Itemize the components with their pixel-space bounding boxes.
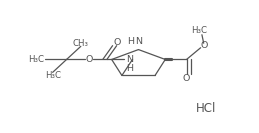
Text: H₃C: H₃C — [28, 55, 44, 64]
Text: O: O — [113, 38, 120, 47]
Text: H: H — [126, 64, 133, 73]
Text: O: O — [200, 41, 207, 50]
Text: N: N — [135, 37, 142, 46]
Text: O: O — [85, 55, 93, 64]
Text: H: H — [127, 37, 134, 46]
Text: HCl: HCl — [196, 102, 217, 115]
Text: CH₃: CH₃ — [73, 39, 89, 48]
Text: N: N — [126, 55, 133, 64]
Text: H₃C: H₃C — [191, 26, 207, 35]
Text: H₃C: H₃C — [45, 71, 61, 80]
Text: O: O — [183, 74, 190, 83]
